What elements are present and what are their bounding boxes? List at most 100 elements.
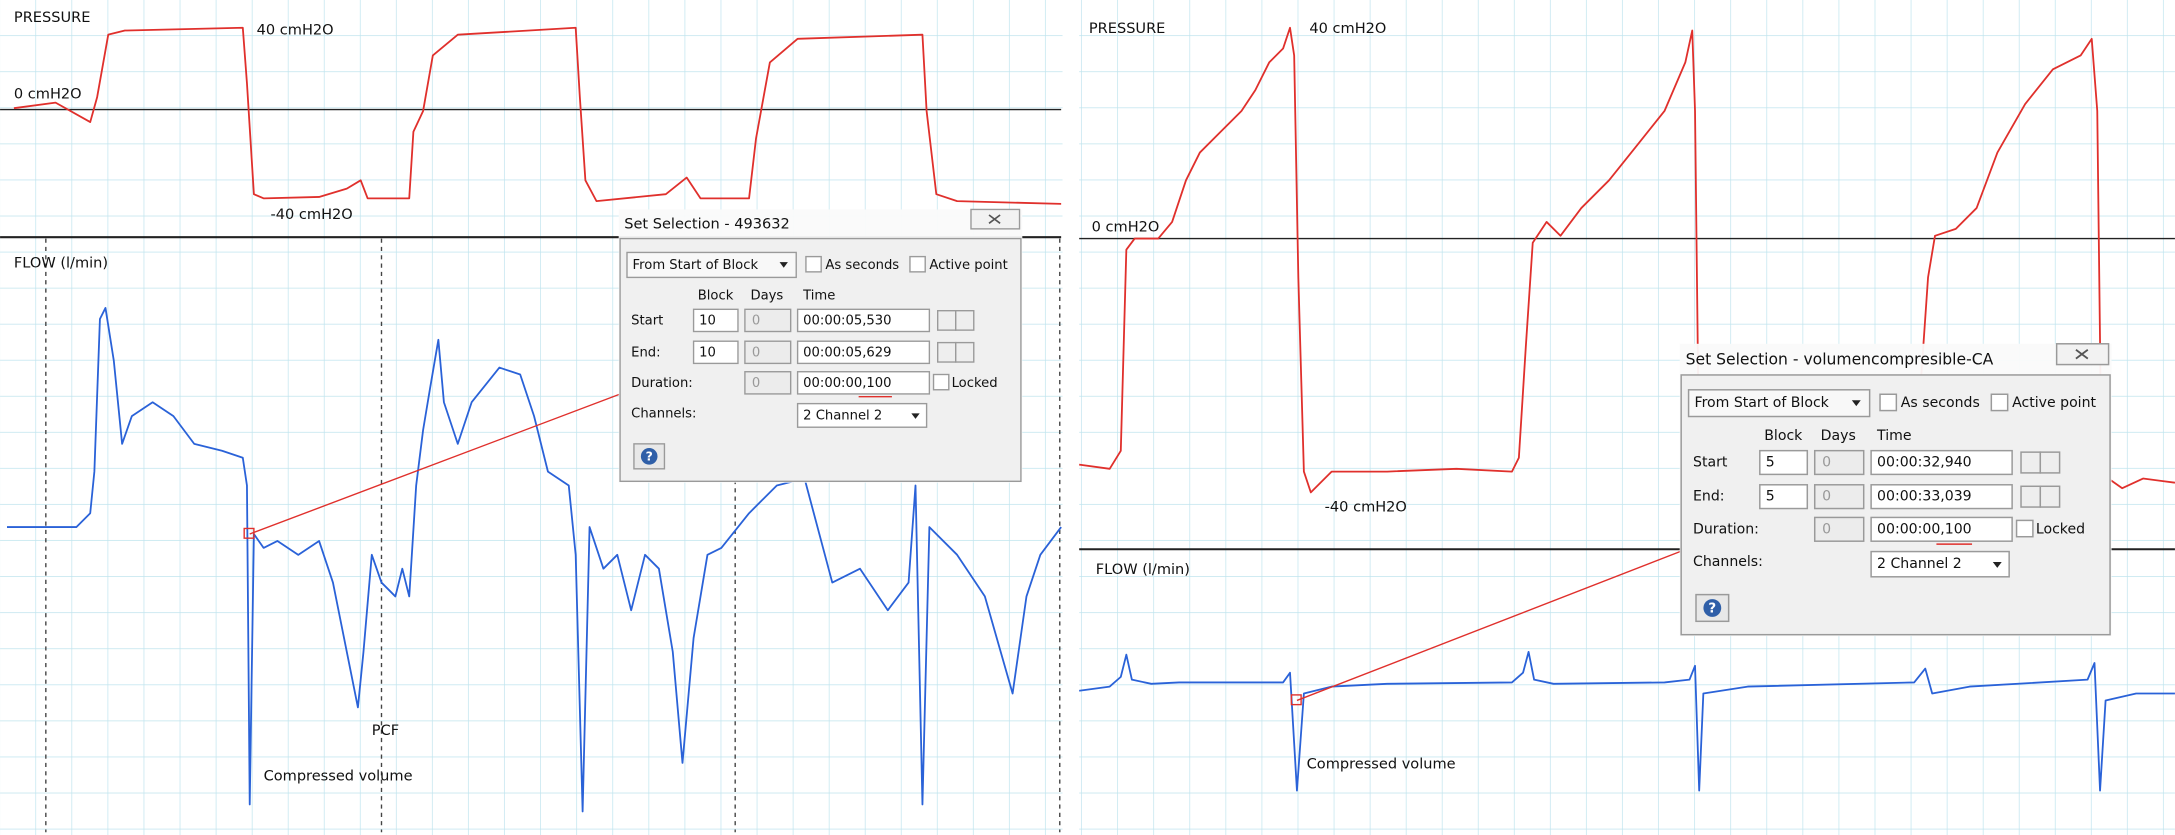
dropdown-arrow bbox=[1992, 561, 2002, 568]
spin-right[interactable] bbox=[955, 310, 975, 331]
help-icon bbox=[1703, 599, 1722, 617]
days-value: 0 bbox=[752, 376, 760, 391]
channel-value: 2 Channel 2 bbox=[803, 408, 882, 423]
days-input bbox=[1813, 484, 1865, 510]
spin-left[interactable] bbox=[2020, 485, 2042, 508]
option-label: Active point bbox=[929, 258, 1007, 273]
selection-link bbox=[249, 391, 625, 535]
time-input[interactable] bbox=[1870, 484, 2013, 510]
pressure-trace bbox=[13, 26, 1062, 205]
row-label: Duration: bbox=[1693, 521, 1759, 537]
mode-dropdown[interactable] bbox=[1687, 389, 1871, 418]
locked-label: Locked bbox=[2036, 521, 2085, 537]
block-value: 5 bbox=[1766, 455, 1775, 471]
days-input bbox=[1813, 449, 1865, 476]
time-input[interactable] bbox=[1870, 516, 2013, 542]
dropdown-arrow bbox=[1851, 400, 1861, 407]
checkbox[interactable] bbox=[2015, 519, 2034, 538]
pressure-label: PRESSURE bbox=[14, 9, 90, 26]
time-value: 00:00:05,629 bbox=[803, 345, 891, 360]
locked-label: Locked bbox=[952, 376, 998, 391]
row-label: Channels: bbox=[631, 406, 696, 421]
mode-value: From Start of Block bbox=[633, 258, 759, 273]
days-value: 0 bbox=[1822, 521, 1831, 537]
time-input[interactable] bbox=[796, 340, 931, 365]
checkbox[interactable] bbox=[909, 255, 926, 273]
checkbox[interactable] bbox=[805, 255, 822, 273]
help-label: ? bbox=[646, 449, 653, 464]
days-value: 0 bbox=[1822, 455, 1831, 471]
block-value: 5 bbox=[1766, 489, 1775, 505]
help-icon bbox=[640, 448, 658, 465]
row-label: Start bbox=[631, 313, 663, 328]
time-value: 00:00:00,100 bbox=[1877, 521, 1972, 537]
spin-right[interactable] bbox=[2039, 485, 2061, 508]
block-input[interactable] bbox=[1759, 484, 1809, 510]
checkbox[interactable] bbox=[1990, 393, 2009, 412]
flow-label: FLOW (l/min) bbox=[1096, 561, 1190, 578]
column-header: Time bbox=[802, 288, 835, 303]
selection-marker bbox=[1290, 694, 1302, 706]
annotation: PCF bbox=[372, 722, 399, 739]
row-label: End: bbox=[631, 345, 660, 360]
block-input[interactable] bbox=[692, 340, 739, 365]
spin-left[interactable] bbox=[937, 341, 957, 363]
channel-dropdown[interactable] bbox=[796, 402, 928, 428]
close-icon bbox=[988, 214, 1001, 224]
channel-value: 2 Channel 2 bbox=[1877, 556, 1962, 572]
dialog-title: Set Selection - volumencompresible-CA bbox=[1686, 351, 1994, 369]
option-label: As seconds bbox=[1901, 395, 1980, 411]
selection-marker bbox=[243, 527, 255, 539]
pressure-label: PRESSURE bbox=[1089, 20, 1166, 37]
spin-left[interactable] bbox=[937, 310, 957, 331]
help-label: ? bbox=[1708, 602, 1716, 617]
spin-left[interactable] bbox=[2020, 451, 2042, 474]
block-value: 10 bbox=[699, 345, 716, 360]
days-input bbox=[744, 308, 792, 333]
time-input[interactable] bbox=[1870, 449, 2013, 476]
dropdown-arrow bbox=[911, 413, 920, 419]
block-value: 10 bbox=[699, 313, 716, 328]
flow-trace bbox=[1079, 651, 2175, 792]
column-header: Block bbox=[1764, 428, 1803, 444]
flow-trace bbox=[6, 307, 1062, 813]
column-header: Days bbox=[1821, 428, 1856, 444]
days-value: 0 bbox=[752, 313, 760, 328]
dialog-title: Set Selection - 493632 bbox=[624, 216, 790, 233]
row-label: Duration: bbox=[631, 376, 693, 391]
pressure-low-label: -40 cmH2O bbox=[1325, 499, 1407, 516]
column-header: Time bbox=[1876, 428, 1911, 444]
time-value: 00:00:00,100 bbox=[803, 376, 891, 391]
mode-dropdown[interactable] bbox=[626, 251, 797, 279]
flow-label: FLOW (l/min) bbox=[14, 255, 108, 272]
channel-dropdown[interactable] bbox=[1870, 550, 2010, 578]
dropdown-arrow bbox=[779, 262, 788, 268]
pressure-high-label: 40 cmH2O bbox=[1309, 20, 1386, 37]
days-value: 0 bbox=[752, 345, 760, 360]
option-label: As seconds bbox=[825, 258, 899, 273]
set-selection-dialog: Set Selection - 493632 From Start of Bloc… bbox=[618, 208, 1023, 483]
mode-value: From Start of Block bbox=[1695, 395, 1830, 411]
block-input[interactable] bbox=[692, 308, 739, 333]
option-label: Active point bbox=[2012, 395, 2096, 411]
block-input[interactable] bbox=[1759, 449, 1809, 476]
spin-right[interactable] bbox=[955, 341, 975, 363]
close-icon bbox=[2075, 349, 2089, 360]
days-value: 0 bbox=[1822, 489, 1831, 505]
column-header: Days bbox=[750, 288, 783, 303]
set-selection-dialog: Set Selection - volumencompresible-CA Fro… bbox=[1679, 343, 2112, 637]
time-input[interactable] bbox=[796, 308, 931, 333]
time-value: 00:00:33,039 bbox=[1877, 489, 1972, 505]
pressure-zero-label: 0 cmH2O bbox=[14, 85, 82, 102]
time-value: 00:00:32,940 bbox=[1877, 455, 1972, 471]
spin-right[interactable] bbox=[2039, 451, 2061, 474]
checkbox[interactable] bbox=[1879, 393, 1898, 412]
pressure-zero-label: 0 cmH2O bbox=[1092, 218, 1160, 235]
pressure-high-label: 40 cmH2O bbox=[257, 22, 334, 39]
days-input bbox=[744, 340, 792, 365]
cursor-lines bbox=[45, 238, 1061, 833]
time-input[interactable] bbox=[796, 371, 931, 395]
checkbox[interactable] bbox=[932, 373, 950, 391]
